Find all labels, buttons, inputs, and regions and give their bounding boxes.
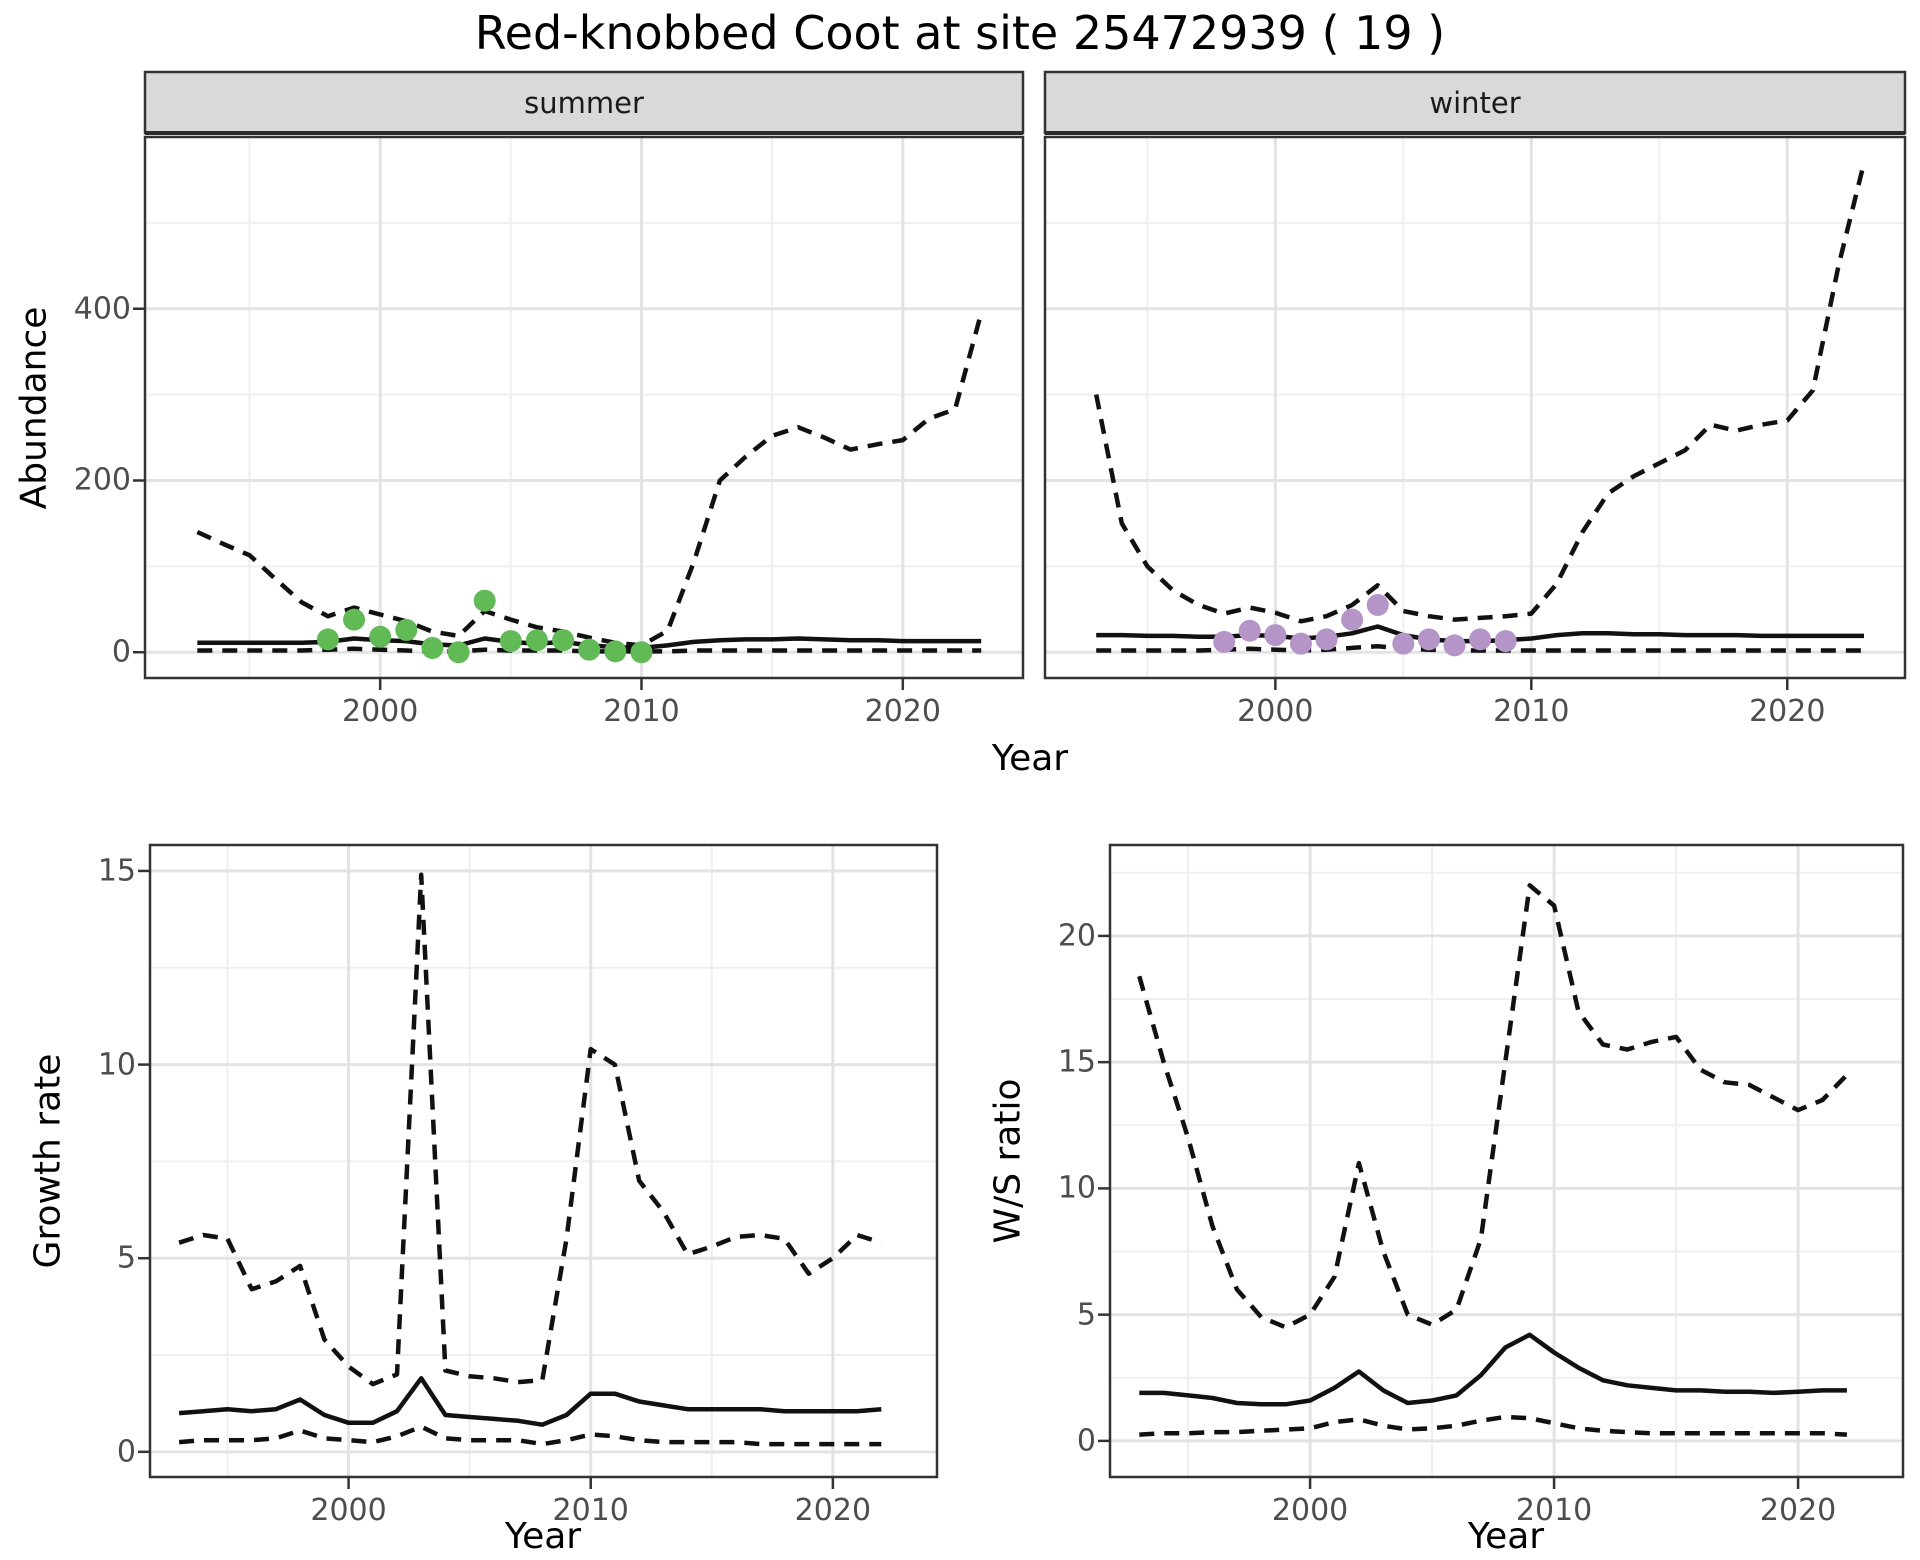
y-tick-label-ws-ratio: 10 [1057,1170,1096,1206]
x-tick-label-ws-ratio: 2000 [1271,1493,1349,1528]
y-tick-label-abundance-summer: 200 [73,462,131,498]
facet-strip-summer-label: summer [524,86,644,120]
y-tick-label-ws-ratio: 15 [1057,1044,1096,1080]
y-axis-title-ws-ratio: W/S ratio [987,1078,1029,1244]
y-tick-label-abundance-summer: 400 [73,291,131,327]
y-tick-label-ws-ratio: 5 [1076,1297,1096,1333]
x-tick-label-growth-rate: 2010 [552,1493,629,1528]
y-axis-title-growth-rate: Growth rate [27,1053,69,1269]
x-tick-label-abundance-winter: 2020 [1749,694,1826,729]
y-axis-title-abundance: Abundance [13,306,55,510]
x-tick-label-abundance-summer: 2000 [341,694,419,729]
x-tick-label-abundance-winter: 2010 [1493,694,1570,729]
x-tick-label-abundance-summer: 2010 [603,694,680,729]
x-tick-label-growth-rate: 2000 [310,1493,387,1528]
x-tick-label-ws-ratio: 2010 [1515,1493,1593,1528]
y-tick-label-growth-rate: 15 [97,853,136,889]
x-tick-label-growth-rate: 2020 [794,1493,872,1528]
facet-strip-winter-label: winter [1429,86,1521,120]
x-tick-label-abundance-winter: 2000 [1237,694,1314,729]
y-tick-label-growth-rate: 10 [97,1047,136,1083]
y-tick-label-abundance-summer: 0 [111,634,131,670]
y-tick-label-ws-ratio: 0 [1076,1423,1096,1459]
x-tick-label-ws-ratio: 2020 [1759,1493,1837,1528]
x-tick-label-abundance-summer: 2020 [864,694,941,729]
x-axis-title-year-growth: Year [504,1516,582,1557]
x-axis-title-year-ws: Year [1467,1516,1545,1557]
x-axis-title-year-top: Year [991,738,1069,779]
chart-title: Red-knobbed Coot at site 25472939 ( 19 ) [474,6,1446,60]
y-tick-label-ws-ratio: 20 [1057,918,1096,954]
y-tick-label-growth-rate: 5 [116,1240,136,1276]
y-tick-label-growth-rate: 0 [116,1434,136,1470]
